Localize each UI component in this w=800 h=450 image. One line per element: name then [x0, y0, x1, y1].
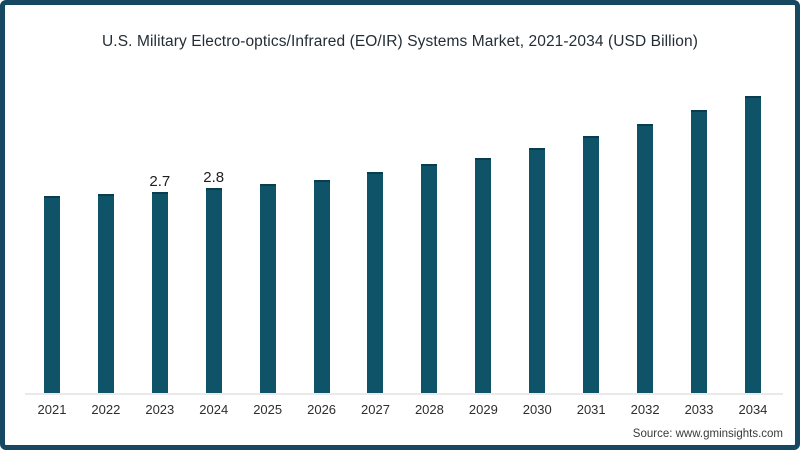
source-attribution: Source: www.gminsights.com	[632, 428, 783, 440]
bar	[151, 192, 168, 393]
bar	[43, 196, 60, 393]
bar	[475, 158, 492, 393]
bar-column: 2028	[402, 50, 456, 417]
chart-title: U.S. Military Electro-optics/Infrared (E…	[102, 33, 698, 50]
bar-zone	[456, 50, 510, 393]
bar-column: 2029	[456, 50, 510, 417]
bar-value-label: 2.8	[203, 168, 225, 186]
bar-column: 2032	[618, 50, 672, 417]
plot-area: 2021 2022 2.7 2023 2.8 2024 2025 2026 2027 2028 20…	[25, 50, 780, 417]
x-tick-label: 2032	[630, 402, 660, 417]
bar	[313, 180, 330, 393]
bar-value-label: 2.7	[149, 172, 171, 190]
x-tick-label: 2033	[684, 402, 714, 417]
bar-column: 2021	[25, 50, 79, 417]
x-tick-label: 2027	[361, 402, 390, 417]
bar-column: 2026	[295, 50, 349, 417]
bar-column: 2.8 2024	[187, 50, 241, 417]
bar-column: 2031	[564, 50, 618, 417]
x-tick-label: 2023	[145, 402, 175, 417]
x-tick-label: 2029	[468, 402, 498, 417]
bar	[691, 110, 708, 393]
bar	[367, 172, 384, 393]
bar-zone: 2.8	[187, 50, 241, 393]
bar-zone: 2.7	[133, 50, 187, 393]
bar-zone	[79, 50, 133, 393]
bar	[97, 194, 114, 393]
x-tick-label: 2028	[414, 402, 444, 417]
bar	[205, 188, 222, 393]
bar-zone	[510, 50, 564, 393]
bar-column: 2027	[349, 50, 403, 417]
bar-zone	[402, 50, 456, 393]
x-tick-label: 2024	[199, 402, 229, 417]
bar-column: 2.7 2023	[133, 50, 187, 417]
bar	[529, 148, 546, 393]
bar-zone	[241, 50, 295, 393]
bar-zone	[295, 50, 349, 393]
bar	[421, 164, 438, 393]
bar-column: 2030	[510, 50, 564, 417]
bar-zone	[349, 50, 403, 393]
bar-zone	[25, 50, 79, 393]
x-tick-label: 2025	[253, 402, 283, 417]
bar	[637, 124, 654, 393]
bar-column: 2033	[672, 50, 726, 417]
bar-zone	[564, 50, 618, 393]
x-tick-label: 2031	[576, 402, 606, 417]
bar-zone	[726, 50, 780, 393]
x-tick-label: 2022	[91, 402, 121, 417]
bar-zone	[618, 50, 672, 393]
x-tick-label: 2026	[307, 402, 337, 417]
bar	[583, 136, 600, 393]
bar	[259, 184, 276, 393]
bar	[744, 96, 761, 393]
bar-column: 2022	[79, 50, 133, 417]
x-tick-label: 2034	[738, 402, 768, 417]
bar-column: 2034	[726, 50, 780, 417]
bar-zone	[672, 50, 726, 393]
x-tick-label: 2030	[522, 402, 552, 417]
x-tick-label: 2021	[37, 402, 67, 417]
bar-column: 2025	[241, 50, 295, 417]
x-axis-line	[25, 393, 783, 395]
